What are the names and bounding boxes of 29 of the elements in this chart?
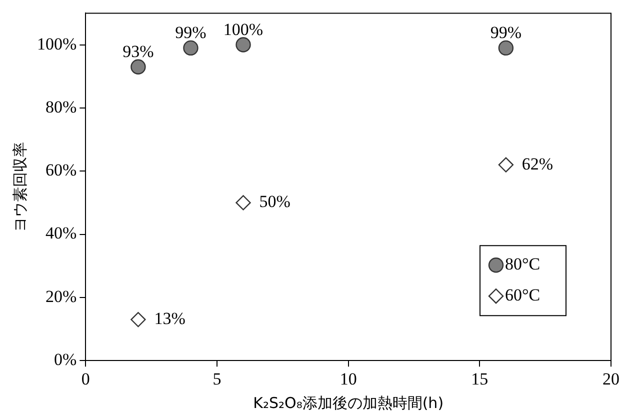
point — [183, 40, 198, 56]
point — [130, 312, 146, 328]
y-tick-label: 40% — [45, 224, 77, 243]
x-tick-label: 0 — [81, 369, 90, 388]
y-axis-title: ヨウ素回収率 — [10, 142, 29, 232]
y-tick-label: 100% — [36, 34, 77, 54]
point — [498, 157, 514, 172]
y-tick-label: 20% — [45, 286, 77, 306]
data-label: 99% — [175, 22, 206, 42]
y-tick-label: 60% — [45, 160, 77, 180]
data-label: 93% — [122, 42, 154, 61]
point — [236, 195, 251, 210]
y-tick-label: 0% — [54, 350, 77, 370]
x-tick-label: 5 — [212, 369, 222, 388]
data-label: 62% — [522, 154, 554, 174]
y-tick-label: 80% — [45, 97, 77, 116]
legend-label: 80°C — [505, 254, 540, 274]
point — [498, 40, 514, 56]
x-axis-title: K₂S₂O₈添加後の加熱時間(h) — [253, 394, 444, 412]
data-label: 99% — [490, 22, 522, 42]
point — [130, 59, 146, 74]
legend-label: 60°C — [505, 286, 540, 305]
x-tick-label: 15 — [471, 369, 488, 388]
point — [236, 37, 251, 52]
x-tick-label: 20 — [602, 369, 620, 388]
data-label: 50% — [259, 192, 290, 212]
data-label: 100% — [223, 20, 264, 39]
data-label: 13% — [154, 309, 186, 328]
x-tick-label: 10 — [340, 369, 357, 388]
